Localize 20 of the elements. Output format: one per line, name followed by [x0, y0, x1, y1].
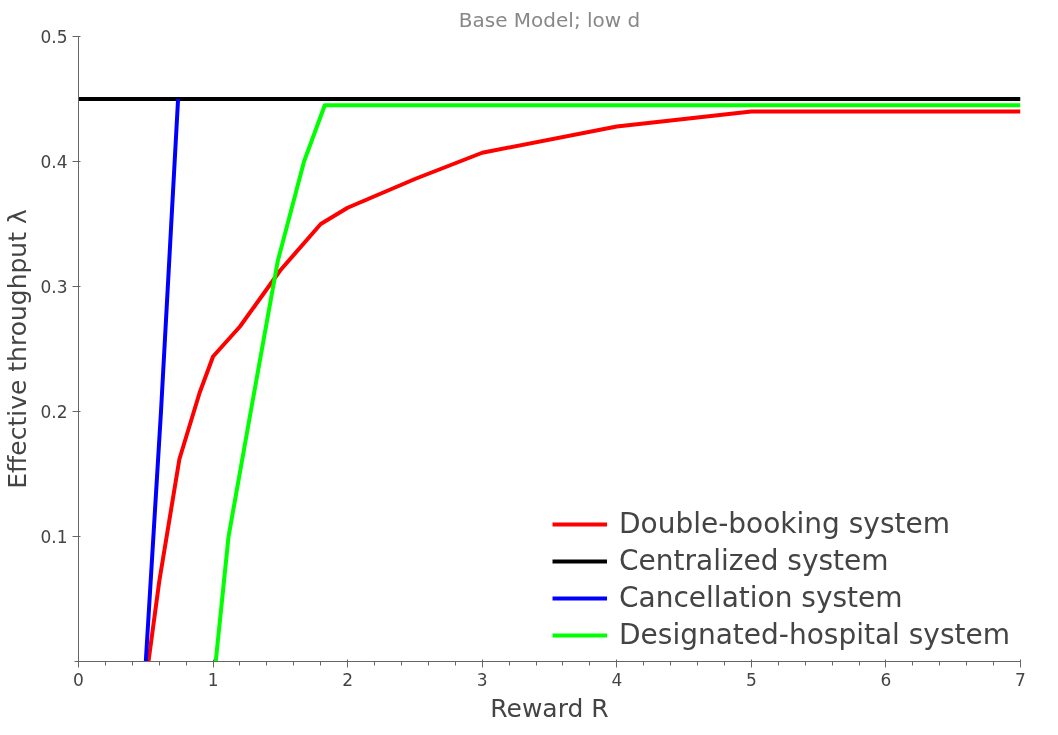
legend-label: Double-booking system: [619, 507, 951, 540]
x-tick-label: 7: [1015, 669, 1026, 690]
legend-label: Centralized system: [619, 544, 889, 577]
x-tick-label: 1: [207, 669, 219, 690]
legend-label: Designated-hospital system: [619, 618, 1010, 651]
x-tick-label: 5: [745, 669, 757, 690]
y-tick-label: 0.4: [40, 152, 68, 172]
y-tick-label: 0.3: [40, 277, 68, 297]
y-axis-title: Effective throughput λ: [3, 209, 33, 489]
chart-title: Base Model; low d: [458, 7, 641, 32]
x-tick-label: 4: [611, 669, 623, 690]
legend-label: Cancellation system: [619, 581, 903, 614]
x-tick-label: 0: [73, 669, 84, 690]
y-tick-label: 0.5: [40, 27, 68, 47]
x-tick-label: 3: [476, 669, 488, 690]
y-tick-label: 0.2: [40, 402, 68, 422]
x-tick-label: 6: [880, 669, 892, 690]
x-tick-label: 2: [342, 669, 354, 690]
x-axis-title: Reward R: [490, 693, 609, 723]
y-tick-label: 0.1: [40, 527, 68, 547]
